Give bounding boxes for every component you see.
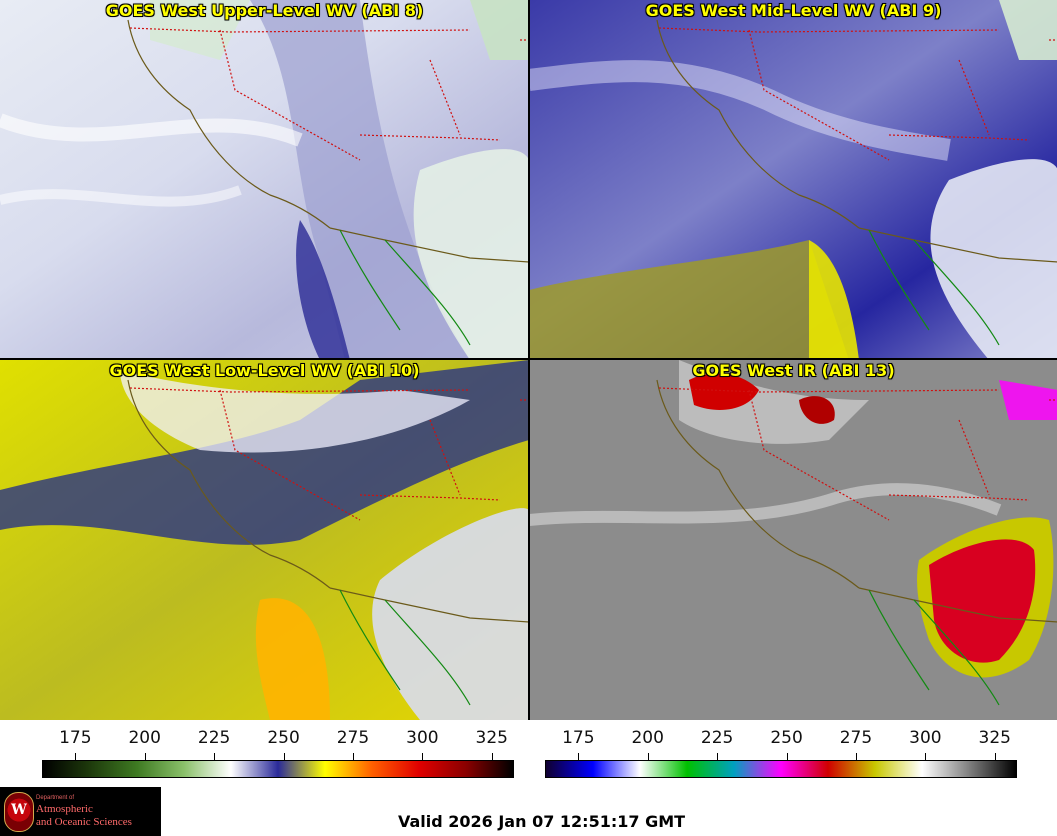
aos-logo: W Department of Atmospheric and Oceanic … <box>0 787 161 836</box>
wv-colorbar-strip <box>42 760 514 778</box>
panel-title-mid: GOES West Mid-Level WV (ABI 9) <box>645 1 942 20</box>
ir-tick-label: 325 <box>978 728 1012 748</box>
ir-tick-label: 200 <box>631 728 664 748</box>
panel-title-ir: GOES West IR (ABI 13) <box>692 361 895 380</box>
panel-upper-wv: GOES West Upper-Level WV (ABI 8) <box>0 0 529 360</box>
ir-tick-label: 225 <box>700 728 734 748</box>
wv-tick-label: 250 <box>267 728 300 748</box>
ir-tick-mark <box>855 753 857 760</box>
ir-tick-label: 300 <box>909 728 942 748</box>
ir-image <box>529 360 1057 720</box>
wv-tick-label: 325 <box>475 728 509 748</box>
panel-divider-vertical <box>528 0 530 720</box>
panel-low-wv: GOES West Low-Level WV (ABI 10) <box>0 360 529 720</box>
ir-tick-label: 250 <box>770 728 803 748</box>
logo-name-line1: Atmospheric <box>36 803 93 815</box>
ir-tick-mark <box>994 753 996 760</box>
logo-name-line2: and Oceanic Sciences <box>36 816 132 828</box>
ir-tick-mark <box>786 753 788 760</box>
logo-dept-text: Department of <box>36 795 75 801</box>
ir-colorbar-strip <box>545 760 1017 778</box>
wv-tick-mark <box>283 753 285 760</box>
panel-divider-horizontal <box>0 358 1057 360</box>
panel-ir: GOES West IR (ABI 13) <box>529 360 1057 720</box>
wv-tick-label: 175 <box>59 728 92 748</box>
ir-tick-mark <box>647 753 649 760</box>
ir-tick-mark <box>925 753 927 760</box>
panel-title-low: GOES West Low-Level WV (ABI 10) <box>109 361 420 380</box>
wv-colorbar-ticks: 175 200 225 250 275 300 325 <box>42 728 514 752</box>
ir-tick-label: 175 <box>562 728 595 748</box>
panel-mid-wv: GOES West Mid-Level WV (ABI 9) <box>529 0 1057 360</box>
ir-colorbar-ticks: 175 200 225 250 275 300 325 <box>545 728 1017 752</box>
wv-colorbar: 175 200 225 250 275 300 325 <box>42 720 514 780</box>
wv-tick-label: 200 <box>128 728 161 748</box>
wv-tick-mark <box>352 753 354 760</box>
low-wv-image <box>0 360 529 720</box>
wv-tick-mark <box>422 753 424 760</box>
valid-time: Valid 2026 Jan 07 12:51:17 GMT <box>397 812 686 831</box>
ir-tick-mark <box>578 753 580 760</box>
uw-seal-icon: W <box>4 792 34 832</box>
upper-wv-image <box>0 0 529 360</box>
wv-tick-mark <box>75 753 77 760</box>
mid-wv-image <box>529 0 1057 360</box>
wv-tick-mark <box>491 753 493 760</box>
ir-tick-label: 275 <box>839 728 873 748</box>
wv-tick-label: 300 <box>406 728 439 748</box>
wv-tick-label: 275 <box>336 728 370 748</box>
wv-tick-mark <box>144 753 146 760</box>
wv-tick-label: 225 <box>197 728 231 748</box>
ir-colorbar: 175 200 225 250 275 300 325 <box>545 720 1017 780</box>
ir-tick-mark <box>717 753 719 760</box>
wv-tick-mark <box>214 753 216 760</box>
panel-title-upper: GOES West Upper-Level WV (ABI 8) <box>105 1 424 20</box>
